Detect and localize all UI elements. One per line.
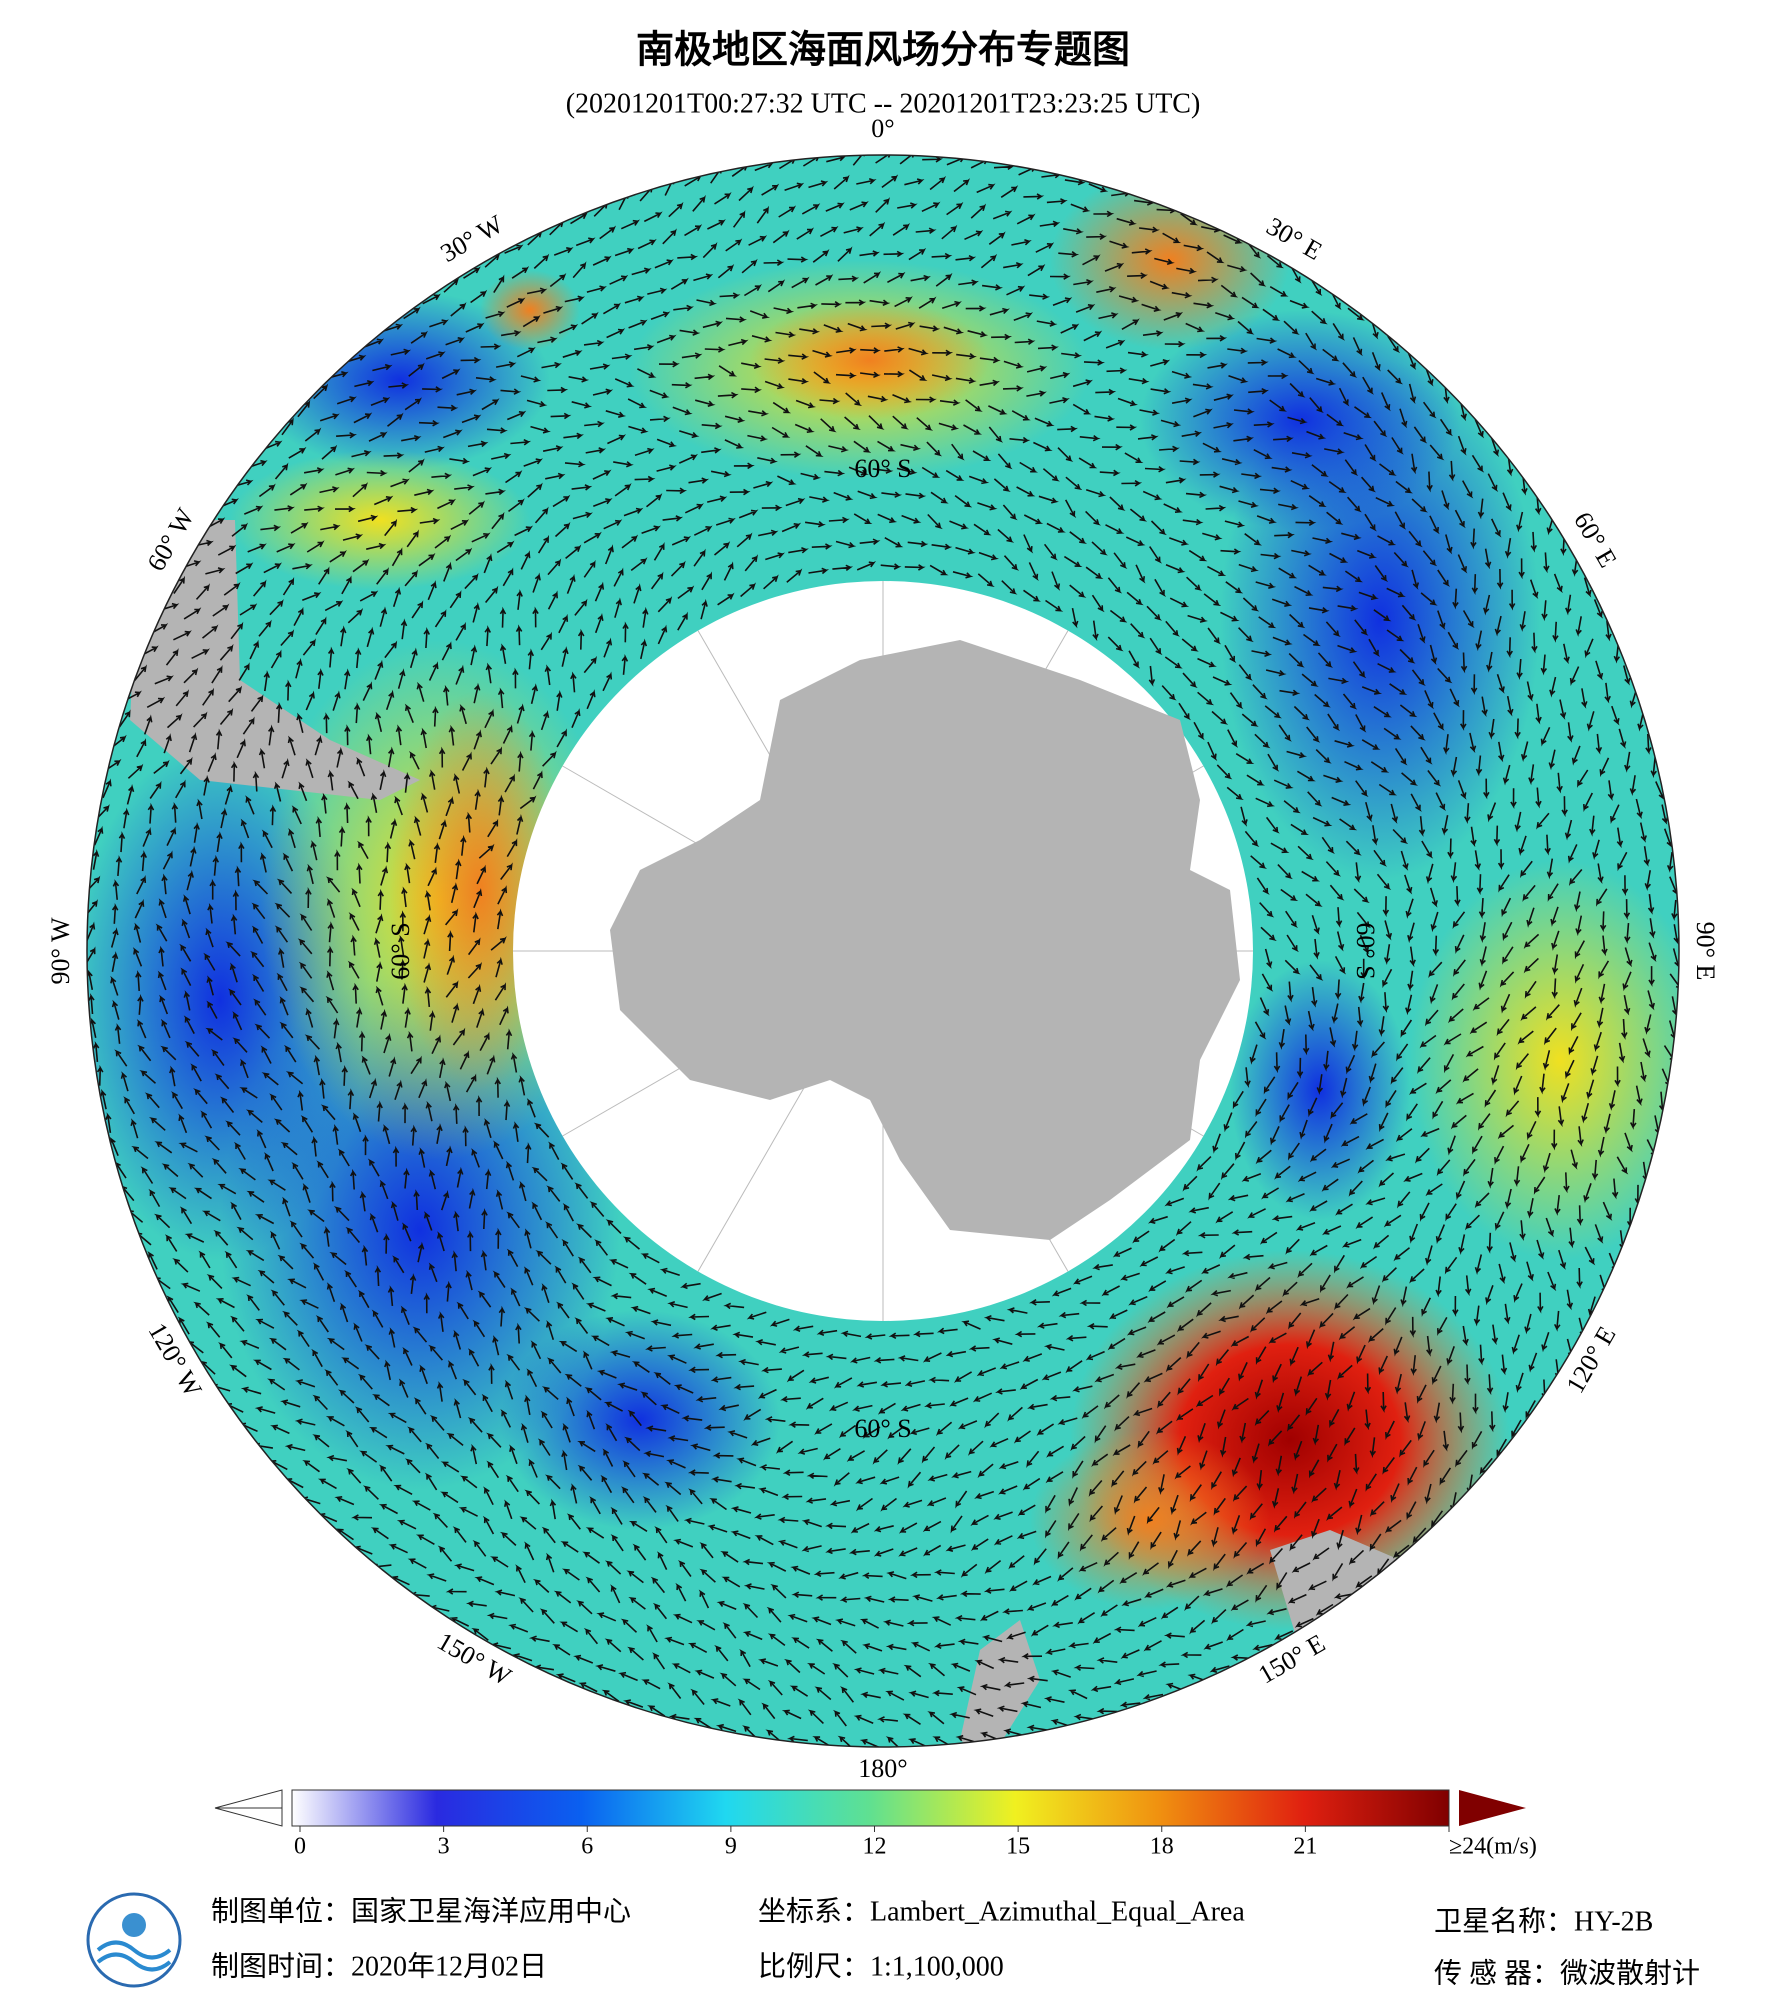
colorbar <box>291 1789 1450 1827</box>
colorbar-tick-label: 21 <box>1293 1834 1317 1860</box>
footer-satellite: 卫星名称：HY-2B <box>1434 1905 1653 1937</box>
colorbar-tick-label: 12 <box>863 1834 887 1860</box>
title: 南极地区海面风场分布专题图 <box>636 30 1130 72</box>
colorbar-tick-label: 3 <box>438 1834 450 1860</box>
longitude-label: 0° <box>871 114 894 143</box>
latitude-label: 60° S <box>386 922 415 979</box>
latitude-label: 60° S <box>1351 922 1380 979</box>
speed-area <box>1410 860 1679 1260</box>
map-border <box>86 154 1680 1748</box>
colorbar-tick-label: 15 <box>1006 1834 1030 1860</box>
colorbar-tick-label: ≥24(m/s) <box>1449 1834 1537 1860</box>
land <box>130 520 420 800</box>
wind-arrows <box>87 155 1679 1747</box>
longitude-label: 180° <box>858 1754 907 1783</box>
colorbar-tick-label: 0 <box>294 1834 306 1860</box>
longitude-label: 90° E <box>1691 922 1720 981</box>
latitude-label: 60° S <box>854 454 911 483</box>
logo <box>86 1892 182 1988</box>
colorbar-tick-label: 6 <box>581 1834 593 1860</box>
antarctica <box>610 640 1240 1240</box>
speed-area <box>500 1310 780 1530</box>
colorbar-over <box>1459 1790 1526 1826</box>
footer-scale: 比例尺：1:1,100,000 <box>758 1950 1004 1982</box>
footer-unit: 制图单位：国家卫星海洋应用中心 <box>211 1895 631 1927</box>
subtitle: (20201201T00:27:32 UTC -- 20201201T23:23… <box>566 88 1201 119</box>
footer-sensor: 传 感 器：微波散射计 <box>1434 1957 1700 1989</box>
colorbar-under <box>214 1789 283 1827</box>
latitude-label: 60° S <box>854 1414 911 1443</box>
footer: 制图单位：国家卫星海洋应用中心 制图时间：2020年12月02日 坐标系：Lam… <box>211 1895 1700 1989</box>
speed-area <box>480 270 580 350</box>
colorbar-tick-label: 9 <box>725 1834 737 1860</box>
footer-time: 制图时间：2020年12月02日 <box>211 1950 547 1982</box>
longitude-label: 90° W <box>46 917 75 984</box>
colorbar-tick-label: 18 <box>1150 1834 1174 1860</box>
colorbar-ticks: 0 3 6 9 12 15 18 21 ≥24(m/s) <box>294 1826 1537 1860</box>
footer-projection: 坐标系：Lambert_Azimuthal_Equal_Area <box>758 1895 1245 1927</box>
